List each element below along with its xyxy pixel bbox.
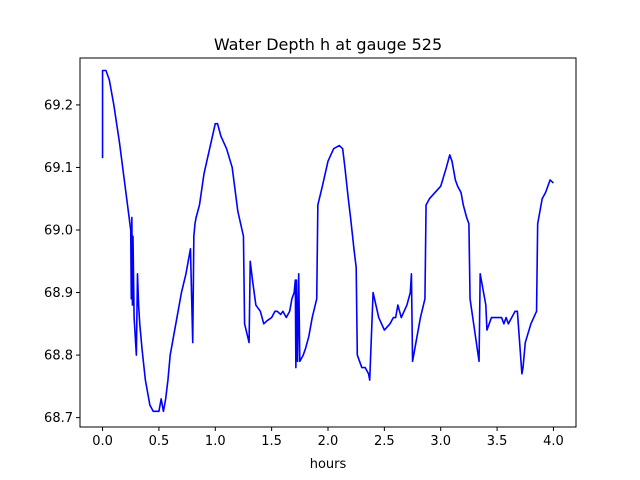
y-tick-label: 68.7 [44, 411, 73, 426]
x-tick-label: 1.0 [205, 434, 226, 449]
x-tick-label: 0.5 [149, 434, 170, 449]
x-axis-ticks: 0.0 0.5 1.0 1.5 2.0 2.5 3.0 3.5 4.0 [92, 427, 564, 449]
x-tick-label: 3.5 [487, 434, 508, 449]
series-layer [101, 69, 554, 413]
y-tick-label: 69.1 [44, 161, 73, 176]
x-tick-label: 0.0 [92, 434, 113, 449]
chart-title: Water Depth h at gauge 525 [214, 35, 442, 54]
x-tick-label: 1.5 [261, 434, 282, 449]
series-line [101, 69, 554, 413]
y-tick-label: 69.2 [44, 98, 73, 113]
y-tick-label: 68.9 [44, 286, 73, 301]
x-tick-label: 4.0 [543, 434, 564, 449]
x-axis-label: hours [310, 457, 347, 472]
plot-area [80, 58, 576, 427]
y-tick-label: 68.8 [44, 349, 73, 364]
y-axis-ticks: 68.7 68.8 68.9 69.0 69.1 69.2 [44, 98, 80, 426]
y-tick-label: 69.0 [44, 223, 73, 238]
x-tick-label: 2.0 [318, 434, 339, 449]
x-tick-label: 2.5 [374, 434, 395, 449]
x-tick-label: 3.0 [430, 434, 451, 449]
plot-frame [79, 57, 577, 428]
